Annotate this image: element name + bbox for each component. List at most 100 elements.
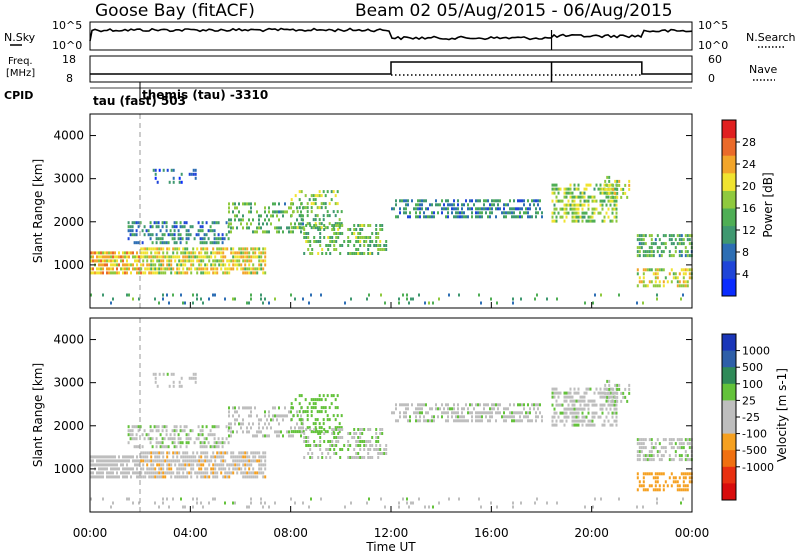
velocity-cell: [495, 411, 497, 415]
power-cell: [595, 207, 598, 211]
power-cell: [166, 255, 169, 259]
velocity-cell: [242, 463, 245, 467]
power-cell: [353, 232, 356, 235]
power-cell: [680, 242, 683, 246]
velocity-cell: [688, 446, 691, 450]
power-cell: [256, 271, 259, 275]
velocity-cell: [674, 450, 677, 454]
velocity-cell: [230, 471, 233, 475]
velocity-cell: [128, 459, 130, 463]
velocity-cell: [650, 442, 653, 446]
power-cell: [551, 219, 554, 223]
velocity-cell: [112, 471, 114, 475]
velocity-cell: [330, 394, 333, 398]
velocity-cell: [124, 475, 126, 479]
velocity-cell: [182, 451, 185, 455]
velocity-cell: [205, 445, 208, 449]
velocity-cell: [236, 467, 239, 471]
velocity-cell: [162, 459, 165, 463]
power-cell: [320, 194, 323, 198]
velocity-cell: [323, 432, 326, 435]
power-cell: [112, 297, 114, 301]
power-cell: [583, 211, 586, 215]
velocity-cell: [150, 471, 153, 475]
velocity-cell: [254, 459, 257, 463]
velocity-cell: [610, 399, 613, 403]
velocity-cell: [555, 419, 558, 423]
velocity-cell: [601, 391, 604, 395]
power-cell: [395, 203, 397, 207]
velocity-cell: [282, 418, 284, 422]
power-cell: [90, 267, 92, 271]
power-cell: [132, 255, 134, 259]
velocity-cell: [509, 411, 511, 415]
velocity-cell: [211, 445, 214, 449]
power-cell: [329, 240, 332, 243]
power-cell: [157, 225, 160, 229]
velocity-cell: [316, 410, 319, 414]
velocity-cell: [150, 459, 153, 463]
power-cell: [412, 297, 414, 301]
power-cell: [678, 272, 681, 276]
power-cell: [399, 199, 401, 203]
power-cell: [349, 240, 352, 243]
velocity-cell: [611, 423, 614, 427]
velocity-cell: [531, 419, 533, 423]
power-cell: [597, 211, 600, 215]
velocity-cell: [189, 429, 192, 433]
velocity-cell: [423, 419, 425, 423]
nave-tick-top: 60: [708, 53, 722, 66]
velocity-cell: [142, 451, 145, 455]
power-cell: [585, 211, 588, 215]
power-cell: [493, 199, 495, 203]
power-cell: [290, 206, 292, 210]
power-cell: [497, 203, 499, 207]
velocity-cell: [412, 501, 414, 505]
velocity-cell: [575, 415, 578, 419]
velocity-cell: [553, 395, 556, 399]
power-cell: [636, 234, 639, 238]
power-cell: [206, 263, 209, 267]
velocity-cell: [149, 425, 152, 429]
velocity-cell: [126, 459, 128, 463]
power-cell: [306, 202, 309, 206]
power-cell: [192, 172, 195, 176]
power-cell: [160, 259, 163, 263]
velocity-cell: [155, 429, 158, 433]
velocity-cell: [181, 429, 184, 433]
power-cell: [571, 203, 574, 207]
velocity-cell: [363, 428, 366, 431]
power-cell: [262, 251, 265, 255]
power-cell: [662, 280, 665, 284]
power-cell: [585, 219, 588, 223]
power-cell: [190, 271, 193, 275]
velocity-cell: [503, 419, 505, 423]
velocity-cell: [642, 484, 645, 488]
power-cell: [110, 259, 112, 263]
velocity-cell: [220, 455, 223, 459]
velocity-cell: [385, 444, 388, 447]
power-cell: [254, 251, 257, 255]
power-cell: [94, 271, 96, 275]
velocity-cell: [357, 428, 360, 431]
power-cell: [178, 259, 181, 263]
velocity-cell: [246, 426, 248, 430]
power-cell: [435, 203, 437, 207]
velocity-cell: [604, 383, 607, 387]
power-cell: [533, 203, 535, 207]
power-cell: [461, 203, 463, 207]
velocity-cell: [276, 414, 278, 418]
velocity-cb-label: -100: [742, 428, 767, 441]
power-cell: [150, 251, 153, 255]
velocity-cb-label: -1000: [742, 461, 774, 474]
power-cell: [278, 226, 280, 230]
velocity-cell: [457, 415, 459, 419]
power-cell: [417, 207, 419, 211]
power-cell: [248, 218, 250, 222]
velocity-cell: [622, 395, 625, 399]
velocity-cell: [335, 440, 338, 443]
velocity-cell: [214, 463, 217, 467]
velocity-cell: [204, 475, 207, 479]
power-cell: [569, 195, 572, 199]
power-cell: [312, 226, 315, 230]
